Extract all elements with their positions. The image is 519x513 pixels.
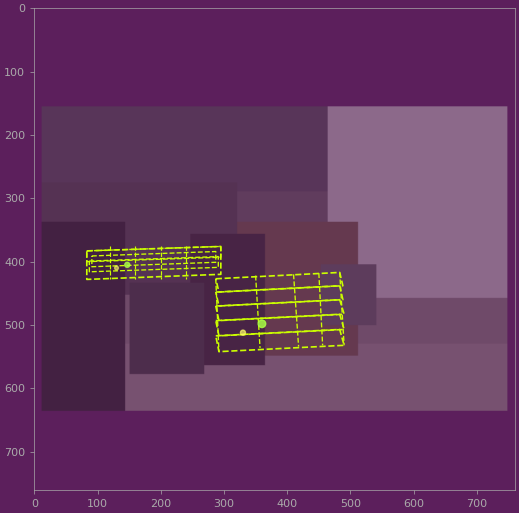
Circle shape [115, 266, 118, 270]
Circle shape [258, 320, 266, 328]
Circle shape [240, 330, 245, 335]
Circle shape [125, 262, 130, 267]
